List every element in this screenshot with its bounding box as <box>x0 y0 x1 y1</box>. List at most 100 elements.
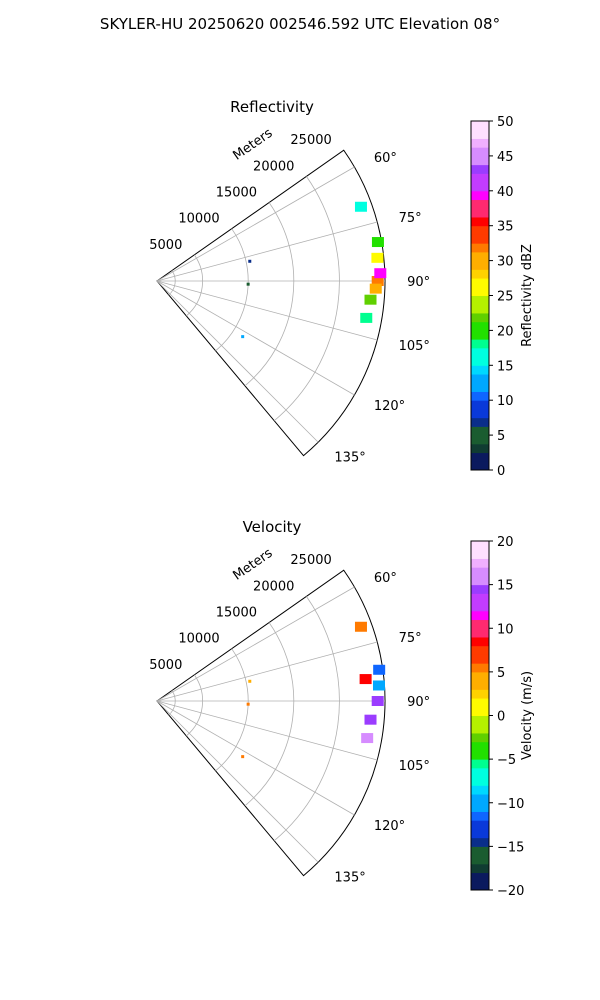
range-ring <box>186 674 203 737</box>
colorbar-tick-label: −20 <box>497 884 524 899</box>
colorbar-segment <box>471 295 489 305</box>
range-ring <box>168 690 176 716</box>
colorbar-segment <box>471 785 489 795</box>
range-tick-label: 5000 <box>149 658 182 673</box>
colorbar-segment <box>471 251 489 262</box>
colorbar-tick-label: 35 <box>497 220 514 235</box>
colorbar-segment <box>471 347 489 358</box>
colorbar-segment <box>471 802 489 812</box>
colorbar-tick-label: −5 <box>497 753 516 768</box>
colorbar-segment <box>471 190 489 201</box>
colorbar-segment <box>471 698 489 708</box>
velocity-title: Velocity <box>243 518 302 536</box>
range-tick-label: 15000 <box>216 186 257 201</box>
colorbar-segment <box>471 680 489 690</box>
colorbar-segment <box>471 872 489 882</box>
colorbar-segment <box>471 636 489 647</box>
colorbar-segment <box>471 382 489 392</box>
colorbar-segment <box>471 138 489 148</box>
azimuth-spoke <box>156 280 355 396</box>
colorbar-segment <box>471 811 489 821</box>
colorbar-segment <box>471 741 489 751</box>
azimuth-spoke <box>156 586 355 702</box>
colorbar-segment <box>471 208 489 218</box>
colorbar-segment <box>471 855 489 865</box>
radar-echo <box>354 201 367 212</box>
colorbar-tick-label: −15 <box>497 840 524 855</box>
range-tick-label: 10000 <box>178 632 219 647</box>
azimuth-tick-label: 105° <box>399 759 430 774</box>
colorbar-tick-label: 5 <box>497 429 505 444</box>
colorbar-segment <box>471 645 489 655</box>
radar-echo <box>364 294 377 305</box>
reflectivity-colorbar: 0 5 10 15 20 25 30 35 40 45 50 Reflectivity dBZ <box>470 115 535 479</box>
colorbar-tick-label: −10 <box>497 797 524 812</box>
azimuth-tick-label: 90° <box>407 695 430 710</box>
range-ring <box>215 228 249 352</box>
velocity-panel: Velocity 60° 75° 90° 105° 120° 135° 5000 10000 1… <box>149 518 535 899</box>
colorbar-segment <box>471 452 489 462</box>
sector-boundary <box>156 569 386 877</box>
radar-echo <box>360 312 373 323</box>
colorbar-segment <box>471 671 489 682</box>
colorbar-segment <box>471 732 489 743</box>
colorbar-tick-label: 5 <box>497 666 505 681</box>
colorbar-segment <box>471 602 489 612</box>
colorbar-segment <box>471 374 489 384</box>
colorbar-tick-label: 15 <box>497 359 514 374</box>
radar-echo <box>371 237 384 248</box>
colorbar-segment <box>471 820 489 830</box>
azimuth-spoke <box>156 700 319 863</box>
radar-echo <box>371 252 384 263</box>
colorbar-tick-label: 40 <box>497 185 514 200</box>
colorbar-segment <box>471 689 489 699</box>
colorbar-segment <box>471 558 489 568</box>
azimuth-tick-label: 105° <box>399 339 430 354</box>
colorbar-tick-label: 20 <box>497 535 514 550</box>
colorbar-segment <box>471 549 489 559</box>
azimuth-tick-label: 60° <box>374 571 397 586</box>
radar-echo <box>241 755 245 759</box>
colorbar-segment <box>471 794 489 804</box>
azimuth-spoke <box>156 280 378 341</box>
colorbar-segment <box>471 628 489 638</box>
colorbar-segment <box>471 408 489 419</box>
colorbar-tick-label: 25 <box>497 290 514 305</box>
colorbar-segment <box>471 610 489 621</box>
velocity-colorbar: −20 −15 −10 −5 0 5 10 15 20 Velocity (m/s) <box>470 535 535 899</box>
range-tick-label: 20000 <box>253 159 294 174</box>
colorbar-segment <box>471 147 489 157</box>
colorbar-segment <box>471 356 489 366</box>
colorbar-tick-label: 50 <box>497 115 514 130</box>
azimuth-spoke <box>156 700 378 761</box>
radar-echo <box>371 696 384 706</box>
azimuth-spoke <box>156 166 355 282</box>
colorbar-segment <box>471 837 489 847</box>
colorbar-segment <box>471 541 489 551</box>
figure-title: SKYLER-HU 20250620 002546.592 UTC Elevat… <box>99 15 501 33</box>
colorbar-segment <box>471 286 489 296</box>
colorbar-segment <box>471 234 489 244</box>
colorbar-segment <box>471 706 489 716</box>
radar-echo <box>361 733 374 744</box>
colorbar-segment <box>471 846 489 856</box>
range-ring <box>244 202 295 387</box>
colorbar-segment <box>471 435 489 445</box>
colorbar-tick-label: 45 <box>497 150 514 165</box>
colorbar-segment <box>471 767 489 778</box>
range-ring <box>273 596 340 842</box>
velocity-sector-plot: 60° 75° 90° 105° 120° 135° 5000 10000 15000 20000… <box>149 546 430 886</box>
azimuth-tick-label: 75° <box>399 631 422 646</box>
colorbar-segment <box>471 654 489 664</box>
colorbar-segment <box>471 243 489 253</box>
radar-echo <box>354 621 367 632</box>
colorbar-segment <box>471 155 489 166</box>
radar-echo <box>241 335 245 339</box>
range-ring <box>273 176 340 422</box>
colorbar-segment <box>471 443 489 454</box>
colorbar-segment <box>471 759 489 769</box>
range-tick-label: 25000 <box>290 133 331 148</box>
colorbar-segment <box>471 828 489 839</box>
colorbar-segment <box>471 225 489 235</box>
